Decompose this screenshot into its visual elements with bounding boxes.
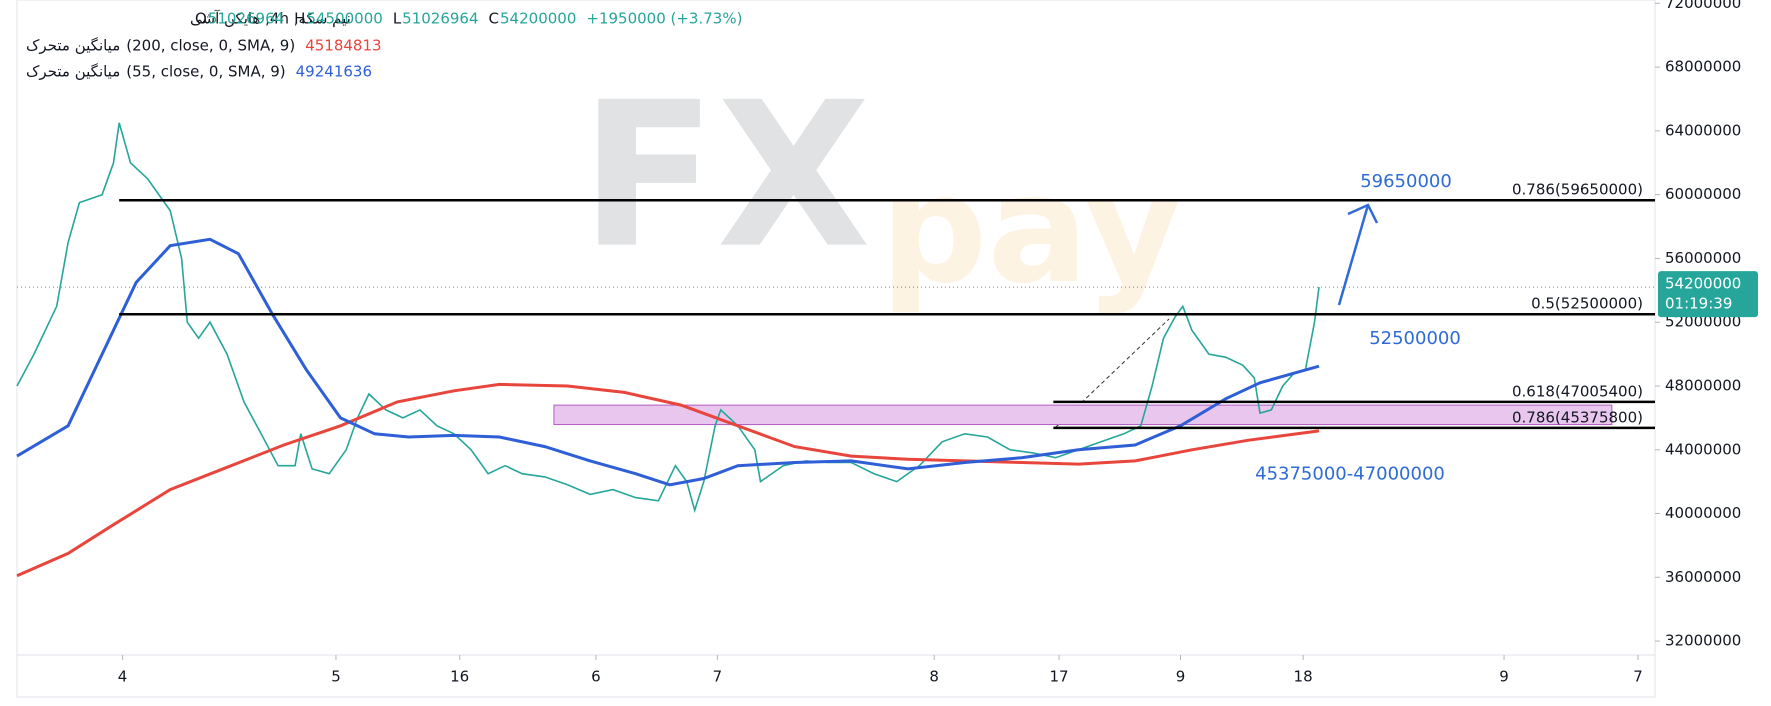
- x-tick-label: 7: [713, 668, 723, 686]
- ohlc-value: 51026964: [208, 10, 284, 28]
- fib-label: 0.5(52500000): [1531, 295, 1643, 313]
- x-tick-label: 16: [450, 668, 469, 686]
- watermark-fx: FX: [580, 60, 871, 293]
- watermark: FX pay: [580, 60, 1182, 317]
- y-tick-label: 32000000: [1665, 632, 1741, 650]
- target-arrow: [1337, 203, 1379, 306]
- plot-frame: [16, 0, 1656, 698]
- x-tick-label: 9: [1499, 668, 1509, 686]
- target-label: 59650000: [1360, 171, 1452, 192]
- legend-value: 45184813: [305, 37, 381, 55]
- y-tick-label: 36000000: [1665, 568, 1741, 586]
- fib-label: 0.786(45375800): [1512, 408, 1643, 426]
- ohlc-value: 54200000: [500, 10, 576, 28]
- fib-label: 0.786(59650000): [1512, 181, 1643, 199]
- x-tick-label: 7: [1633, 668, 1643, 686]
- change: +1950000 (+3.73%): [586, 10, 742, 28]
- ohlc-value: 54500000: [306, 10, 382, 28]
- moving-average: [16, 382, 1320, 578]
- instrument: نیم سکه, 4h, هایکن آشی: [190, 10, 351, 28]
- y-tick-label: 52000000: [1665, 313, 1741, 331]
- y-tick-label: 60000000: [1665, 185, 1741, 203]
- x-tick-label: 9: [1176, 668, 1186, 686]
- target-label: 52500000: [1369, 328, 1461, 349]
- x-tick-label: 8: [929, 668, 939, 686]
- legend-value: 49241636: [296, 63, 372, 81]
- x-tick-label: 6: [591, 668, 601, 686]
- zone: [553, 404, 1613, 426]
- fib-label: 0.618(47005400): [1512, 382, 1643, 400]
- zone-label: 45375000-47000000: [1255, 464, 1445, 485]
- ohlc-label: L: [393, 10, 402, 28]
- ohlc-label: H: [294, 10, 305, 28]
- x-tick-label: 18: [1294, 668, 1313, 686]
- moving-average: [16, 237, 1320, 487]
- last-price: 54200000: [1665, 275, 1741, 293]
- x-tick-label: 4: [118, 668, 128, 686]
- x-tick-label: 5: [331, 668, 341, 686]
- legend-name: میانگین متحرک: [26, 37, 120, 55]
- legend-params: (55, close, 0, SMA, 9): [126, 63, 285, 81]
- y-tick-label: 44000000: [1665, 440, 1741, 458]
- plot-layer: 0.786(59650000) 0.5(52500000) 0.618(470054…: [16, 122, 1655, 578]
- ohlc-label: O: [195, 10, 207, 28]
- y-tick-label: 68000000: [1665, 58, 1741, 76]
- ohlc-value: 51026964: [402, 10, 478, 28]
- last-price-box: [1658, 271, 1758, 318]
- price-line: [16, 122, 1320, 514]
- trend-dash: [1055, 318, 1170, 428]
- legend-params: (200, close, 0, SMA, 9): [126, 37, 295, 55]
- y-tick-label: 64000000: [1665, 121, 1741, 139]
- y-tick-label: 56000000: [1665, 249, 1741, 267]
- watermark-pay: pay: [880, 143, 1182, 317]
- header: نیم سکه, 4h, هایکن آشی: [190, 10, 351, 28]
- y-tick-label: 40000000: [1665, 504, 1741, 522]
- y-tick-label: 72000000: [1665, 0, 1741, 12]
- legend-name: میانگین متحرک: [26, 63, 120, 81]
- ohlc-label: C: [489, 10, 499, 28]
- x-tick-label: 17: [1050, 668, 1069, 686]
- y-tick-label: 48000000: [1665, 376, 1741, 394]
- countdown: 01:19:39: [1665, 295, 1732, 313]
